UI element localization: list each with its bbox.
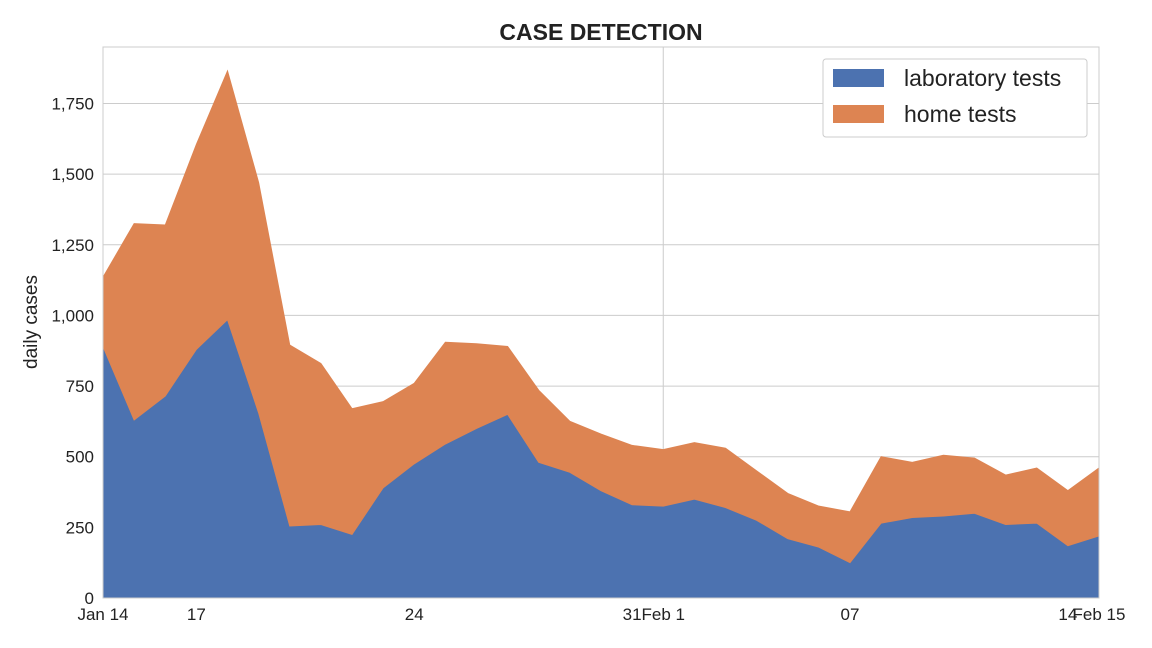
legend-label: home tests [904, 101, 1017, 127]
x-tick-label: 17 [187, 605, 206, 624]
y-tick-label: 500 [66, 448, 94, 467]
legend-swatch [833, 69, 884, 87]
y-axis-ticks: 0 250 500 750 1,000 1,250 1,500 1,750 [51, 95, 94, 608]
legend-box [822, 58, 1088, 138]
y-tick-label: 1,500 [51, 165, 94, 184]
x-tick-label: 24 [405, 605, 424, 624]
y-tick-label: 750 [66, 377, 94, 396]
x-tick-label: Jan 14 [77, 605, 128, 624]
chart-title: CASE DETECTION [499, 19, 702, 45]
x-tick-label: 07 [841, 605, 860, 624]
x-tick-label: 14 [1058, 605, 1077, 624]
y-axis-label: daily cases [21, 275, 42, 369]
y-tick-label: 1,750 [51, 95, 94, 114]
x-tick-label: Feb 15 [1073, 605, 1126, 624]
y-tick-label: 250 [66, 518, 94, 537]
y-tick-label: 1,250 [51, 236, 94, 255]
x-tick-label: Feb 1 [642, 605, 685, 624]
plot-frame [102, 46, 1100, 599]
stacked-areas [102, 69, 1100, 599]
legend-label: laboratory tests [904, 65, 1061, 91]
x-tick-label: 31 [623, 605, 642, 624]
legend: laboratory tests home tests [822, 58, 1088, 138]
legend-swatch [833, 105, 884, 123]
y-tick-label: 0 [85, 589, 94, 608]
y-tick-label: 1,000 [51, 306, 94, 325]
